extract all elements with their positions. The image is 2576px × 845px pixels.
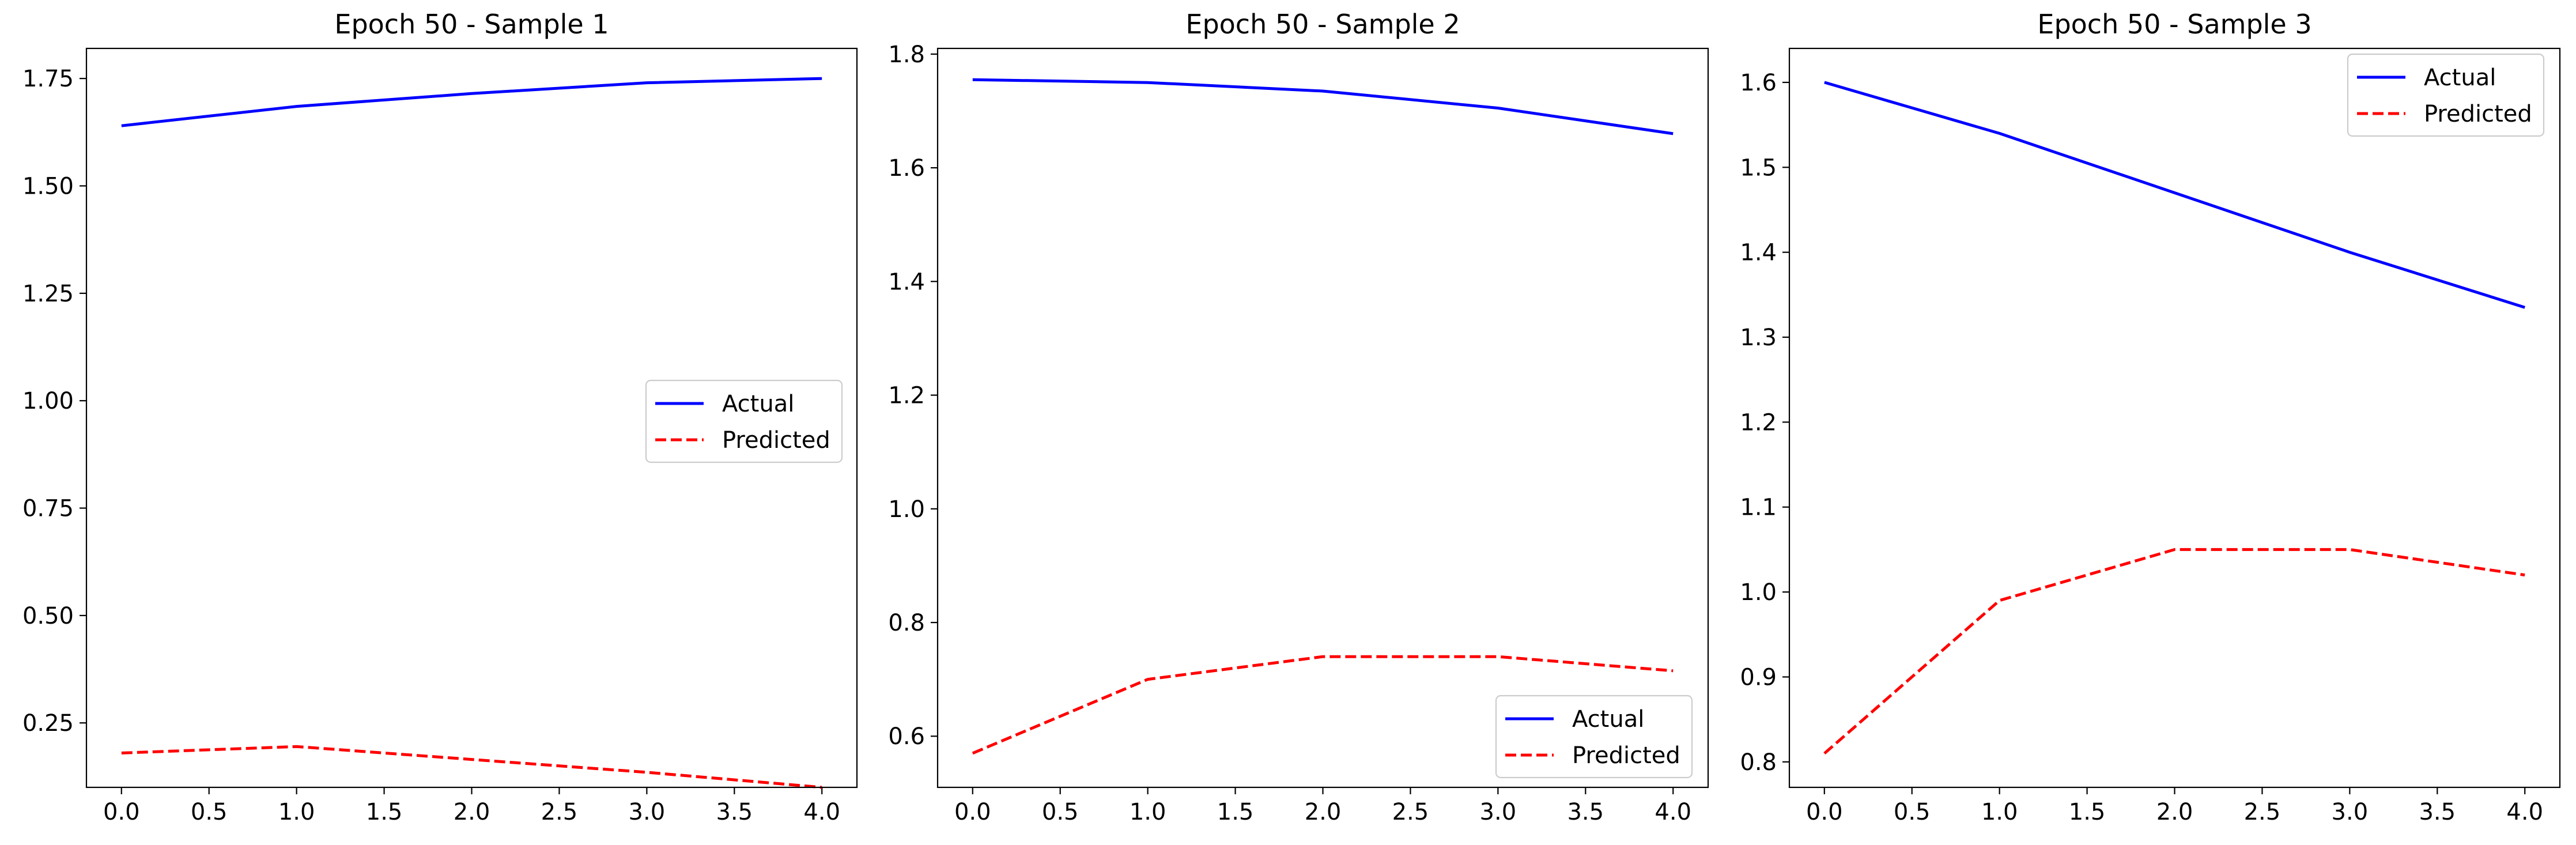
x-tick-label: 1.0 bbox=[1130, 799, 1166, 825]
x-tick-label: 0.5 bbox=[191, 799, 228, 825]
y-tick-label: 0.6 bbox=[888, 723, 925, 750]
y-tick-label: 1.5 bbox=[1740, 154, 1777, 181]
legend: Actual Predicted bbox=[645, 379, 843, 463]
y-tick-label: 1.50 bbox=[22, 173, 74, 200]
legend: Actual Predicted bbox=[2347, 53, 2545, 137]
y-tick-label: 1.6 bbox=[1740, 70, 1777, 96]
legend-frame bbox=[1495, 695, 1693, 779]
x-tick-label: 3.0 bbox=[2332, 799, 2369, 825]
chart-title: Epoch 50 - Sample 3 bbox=[2037, 9, 2311, 40]
series-line-predicted bbox=[1823, 548, 2525, 755]
x-tick-label: 3.0 bbox=[629, 799, 666, 825]
y-tick-label: 1.25 bbox=[22, 281, 74, 307]
y-tick-label: 1.2 bbox=[888, 383, 925, 409]
x-tick-label: 2.5 bbox=[2244, 799, 2281, 825]
y-tick-label: 1.8 bbox=[888, 42, 925, 68]
x-tick-label: 1.0 bbox=[1981, 799, 2018, 825]
y-tick-label: 1.0 bbox=[1740, 579, 1777, 606]
y-tick-label: 0.9 bbox=[1740, 664, 1777, 691]
axes-frame bbox=[85, 47, 858, 789]
series-line-actual bbox=[121, 77, 822, 127]
y-tick-label: 0.8 bbox=[888, 610, 925, 636]
y-tick-label: 0.8 bbox=[1740, 749, 1777, 776]
x-tick-label: 2.0 bbox=[1305, 799, 1342, 825]
x-tick-label: 2.0 bbox=[2156, 799, 2193, 825]
y-tick-label: 0.25 bbox=[22, 710, 74, 737]
x-tick-label: 3.5 bbox=[716, 799, 753, 825]
legend-label-actual: Actual bbox=[722, 391, 794, 417]
x-tick-label: 2.5 bbox=[1392, 799, 1429, 825]
legend-label-predicted: Predicted bbox=[722, 427, 830, 454]
x-tick-label: 0.5 bbox=[1042, 799, 1079, 825]
chart-panel-3: Epoch 50 - Sample 3 0.0 0.5 1.0 1.5 2.0 2.5 3.0… bbox=[1740, 9, 2561, 825]
x-tick-label: 4.0 bbox=[803, 799, 840, 825]
chart-title: Epoch 50 - Sample 2 bbox=[1185, 9, 1460, 40]
legend-label-predicted: Predicted bbox=[1572, 742, 1680, 769]
x-tick-label: 1.5 bbox=[1217, 799, 1254, 825]
legend-frame bbox=[645, 379, 843, 463]
legend-frame bbox=[2347, 53, 2545, 137]
y-tick-label: 1.00 bbox=[22, 388, 74, 414]
legend-label-actual: Actual bbox=[1572, 706, 1644, 733]
x-tick-label: 2.5 bbox=[541, 799, 578, 825]
x-tick-label: 1.5 bbox=[2069, 799, 2106, 825]
y-tick-label: 1.75 bbox=[22, 66, 74, 92]
y-tick-label: 1.1 bbox=[1740, 495, 1777, 521]
y-tick-label: 0.50 bbox=[22, 603, 74, 629]
y-tick-label: 1.6 bbox=[888, 155, 925, 182]
y-tick-label: 1.4 bbox=[888, 269, 925, 295]
legend-label-predicted: Predicted bbox=[2424, 101, 2532, 127]
series-line-actual bbox=[1824, 81, 2525, 309]
y-tick-label: 1.4 bbox=[1740, 240, 1777, 266]
x-tick-label: 3.5 bbox=[2419, 799, 2456, 825]
chart-panel-2: Epoch 50 - Sample 2 0.0 0.5 1.0 1.5 2.0 2.5 3.0… bbox=[888, 9, 1709, 825]
y-tick-label: 1.3 bbox=[1740, 325, 1777, 351]
x-tick-label: 3.5 bbox=[1567, 799, 1604, 825]
chart-title: Epoch 50 - Sample 1 bbox=[334, 9, 609, 40]
axes-frame bbox=[1788, 47, 2561, 789]
x-tick-label: 0.0 bbox=[954, 799, 991, 825]
series-line-actual bbox=[972, 78, 1674, 135]
axes-frame bbox=[936, 47, 1709, 789]
x-tick-label: 1.5 bbox=[366, 799, 403, 825]
series-line-predicted bbox=[121, 745, 822, 789]
legend: Actual Predicted bbox=[1495, 695, 1693, 779]
y-tick-label: 1.2 bbox=[1740, 409, 1777, 436]
x-tick-label: 1.0 bbox=[278, 799, 315, 825]
x-tick-label: 4.0 bbox=[2506, 799, 2543, 825]
x-tick-label: 3.0 bbox=[1480, 799, 1517, 825]
chart-panel-1: Epoch 50 - Sample 1 0.0 0.5 1.0 1.5 2.0 2.5 3.0… bbox=[22, 9, 858, 825]
x-tick-label: 0.0 bbox=[1806, 799, 1843, 825]
y-tick-label: 1.0 bbox=[888, 496, 925, 523]
series-line-predicted bbox=[972, 655, 1674, 755]
x-tick-label: 0.0 bbox=[103, 799, 140, 825]
x-tick-label: 4.0 bbox=[1655, 799, 1691, 825]
x-tick-label: 0.5 bbox=[1894, 799, 1931, 825]
x-tick-label: 2.0 bbox=[454, 799, 490, 825]
legend-label-actual: Actual bbox=[2424, 65, 2496, 91]
y-tick-label: 0.75 bbox=[22, 496, 74, 522]
